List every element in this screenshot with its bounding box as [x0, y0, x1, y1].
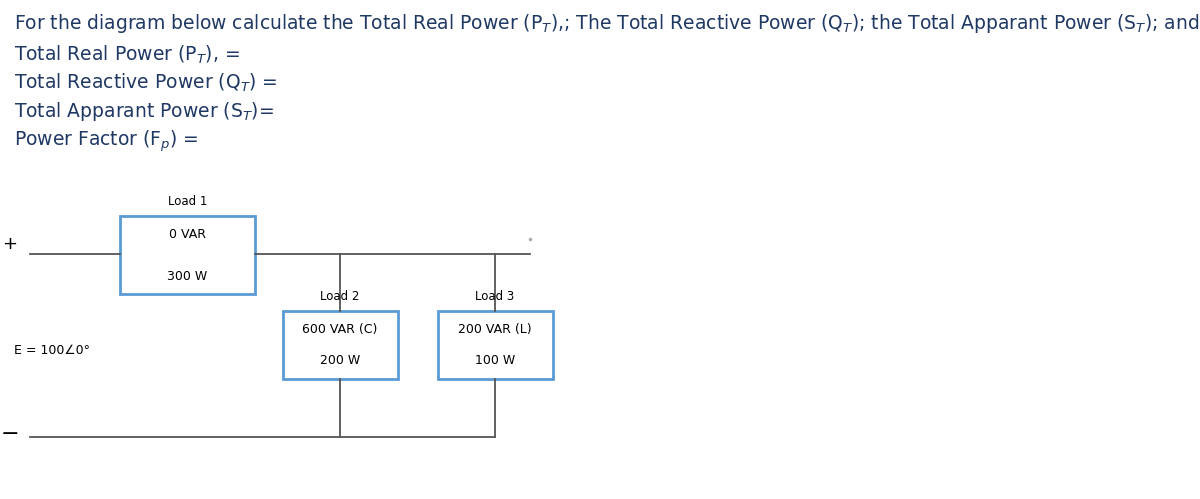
- Text: −: −: [1, 424, 19, 444]
- Text: 600 VAR (C): 600 VAR (C): [302, 322, 378, 335]
- Text: 0 VAR: 0 VAR: [169, 228, 206, 241]
- Text: 300 W: 300 W: [167, 269, 208, 282]
- Text: E = 100∠0°: E = 100∠0°: [14, 344, 90, 357]
- Text: 200 W: 200 W: [320, 354, 360, 367]
- Bar: [282, 311, 397, 379]
- Bar: [438, 311, 552, 379]
- Text: +: +: [2, 235, 18, 253]
- Text: Total Real Power (P$_T$), =: Total Real Power (P$_T$), =: [14, 44, 240, 66]
- Text: Load 1: Load 1: [168, 195, 208, 208]
- Text: Load 3: Load 3: [475, 290, 515, 303]
- Text: Total Reactive Power (Q$_T$) =: Total Reactive Power (Q$_T$) =: [14, 72, 277, 94]
- Text: Power Factor (F$_p$) =: Power Factor (F$_p$) =: [14, 128, 198, 154]
- Bar: [120, 216, 256, 294]
- Text: Load 2: Load 2: [320, 290, 360, 303]
- Text: 100 W: 100 W: [475, 354, 515, 367]
- Text: 200 VAR (L): 200 VAR (L): [458, 322, 532, 335]
- Text: For the diagram below calculate the Total Real Power (P$_T$),; The Total Reactiv: For the diagram below calculate the Tota…: [14, 12, 1200, 37]
- Text: Total Apparant Power (S$_T$)=: Total Apparant Power (S$_T$)=: [14, 100, 274, 123]
